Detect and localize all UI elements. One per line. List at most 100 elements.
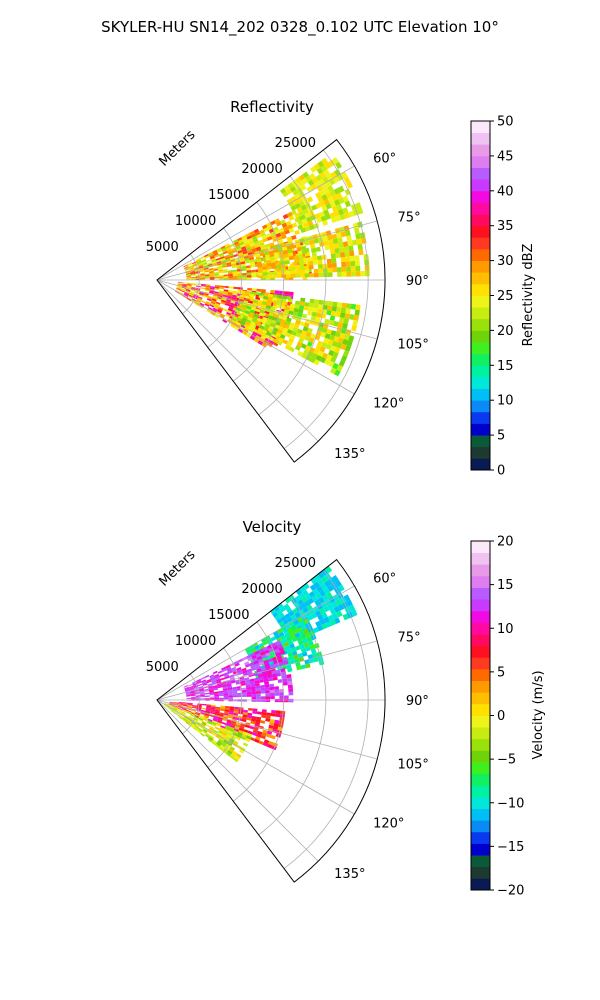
radar-gate xyxy=(307,351,314,358)
radar-gate xyxy=(195,258,201,262)
radar-gate xyxy=(232,269,238,273)
radar-gate xyxy=(237,732,243,736)
radar-gate xyxy=(229,674,235,678)
radar-gate xyxy=(209,675,215,679)
radar-gate xyxy=(286,677,293,682)
radar-gate xyxy=(204,714,210,718)
radar-gate xyxy=(301,313,308,319)
radar-gate xyxy=(282,681,288,686)
radar-gate xyxy=(272,676,278,681)
azimuth-tick-label: 135° xyxy=(334,867,365,882)
radar-gate xyxy=(337,337,344,344)
radar-gate xyxy=(255,246,261,251)
radar-gate xyxy=(184,266,189,269)
radar-gate xyxy=(196,729,202,734)
colorbar-segment xyxy=(471,411,490,424)
radar-gate xyxy=(274,648,280,654)
colorbar-segment xyxy=(471,237,490,250)
radar-gate xyxy=(260,720,266,724)
radar-gate xyxy=(308,658,315,664)
radar-gate xyxy=(264,684,270,688)
radar-gate xyxy=(239,678,245,682)
radar-gate xyxy=(204,253,209,258)
radar-gate xyxy=(286,341,293,347)
radar-gate xyxy=(205,302,210,306)
radial-tick-label: 10000 xyxy=(175,214,216,229)
radar-gate xyxy=(187,703,193,705)
radar-gate xyxy=(192,718,198,723)
radar-gate xyxy=(304,322,310,328)
radar-gate xyxy=(312,256,318,261)
radar-gate xyxy=(186,275,191,277)
radar-gate xyxy=(209,696,215,699)
radar-gate xyxy=(228,693,233,696)
radar-gate xyxy=(277,679,283,683)
radar-gate xyxy=(324,162,332,170)
radar-gate xyxy=(214,673,220,678)
colorbar-segment xyxy=(471,680,490,693)
radar-gate xyxy=(249,291,255,295)
radar-gate xyxy=(260,690,266,694)
radar-gate xyxy=(270,220,276,226)
radar-gate xyxy=(261,234,267,240)
radar-gate xyxy=(184,292,189,296)
radar-gate xyxy=(308,306,314,312)
colorbar-segment xyxy=(471,144,490,157)
radar-gate xyxy=(232,290,238,294)
radar-gate xyxy=(267,299,273,304)
radar-gate xyxy=(241,235,247,240)
radar-gate xyxy=(322,236,329,242)
radar-gate xyxy=(255,688,261,692)
radar-gate xyxy=(184,687,190,690)
radar-gate xyxy=(205,277,210,279)
radar-gate xyxy=(213,688,219,691)
radar-gate xyxy=(270,608,277,615)
radar-gate xyxy=(316,255,323,261)
radar-gate xyxy=(254,231,261,236)
radar-gate xyxy=(264,687,270,691)
radar-gate xyxy=(187,282,192,284)
radar-gate xyxy=(250,647,256,652)
radar-gate xyxy=(265,652,271,657)
radar-gate xyxy=(272,271,277,275)
radar-gate xyxy=(191,277,196,279)
radar-gate xyxy=(213,717,218,721)
radar-gate xyxy=(229,257,235,261)
radar-gate xyxy=(262,237,268,243)
radar-gate xyxy=(190,272,196,275)
colorbar-segment xyxy=(471,668,490,681)
radar-gate xyxy=(304,212,311,219)
radar-gate xyxy=(247,656,253,662)
radar-gate xyxy=(264,662,270,667)
radar-gate xyxy=(218,694,224,697)
radar-gate xyxy=(223,697,229,700)
radar-gate xyxy=(232,273,238,276)
azimuth-tick-label: 105° xyxy=(398,337,429,352)
radar-gate xyxy=(223,739,229,744)
radar-gate xyxy=(259,242,265,247)
radar-gate xyxy=(338,317,345,323)
radar-gate xyxy=(228,251,233,255)
radar-gate xyxy=(232,275,238,278)
radar-gate xyxy=(270,306,276,311)
radar-gate xyxy=(234,326,240,331)
radar-gate xyxy=(240,723,246,727)
radar-gate xyxy=(281,234,287,240)
radar-gate xyxy=(303,600,311,607)
radar-gate xyxy=(304,273,310,278)
radar-gate xyxy=(261,342,268,348)
radar-gate xyxy=(314,212,321,219)
radar-gate xyxy=(251,718,257,722)
radar-gate xyxy=(227,249,233,253)
colorbar-tick-label: 20 xyxy=(497,324,514,339)
radar-gate xyxy=(304,226,311,232)
radar-gate xyxy=(331,262,337,268)
radar-gate xyxy=(241,330,248,336)
radar-gate xyxy=(310,648,317,655)
radar-gate xyxy=(262,275,268,279)
radar-gate xyxy=(254,243,261,248)
radar-gate xyxy=(245,682,251,686)
radar-gate xyxy=(216,720,222,724)
radar-gate xyxy=(230,724,236,729)
radar-gate xyxy=(230,259,236,263)
